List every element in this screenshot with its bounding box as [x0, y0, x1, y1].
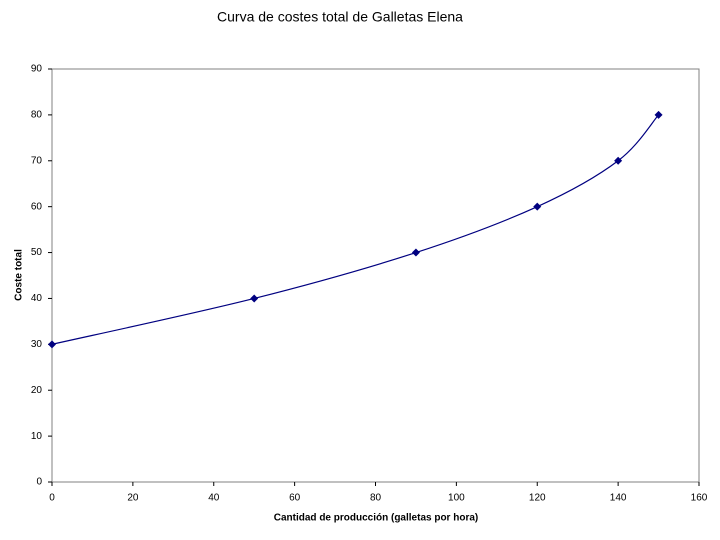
- x-tick-label: 40: [208, 493, 220, 504]
- data-point: [250, 294, 259, 303]
- x-tick-label: 140: [610, 493, 627, 504]
- data-point: [614, 156, 623, 165]
- y-tick-label: 40: [31, 293, 43, 304]
- x-tick-label: 100: [448, 493, 465, 504]
- data-point: [48, 340, 56, 349]
- y-tick-label: 50: [31, 247, 43, 258]
- y-tick-label: 80: [31, 110, 43, 121]
- y-tick-label: 90: [31, 64, 43, 75]
- data-point: [533, 202, 542, 211]
- x-tick-label: 120: [529, 493, 546, 504]
- data-point: [654, 110, 663, 119]
- x-tick-label: 0: [49, 493, 55, 504]
- y-tick-label: 20: [31, 385, 43, 396]
- data-point: [411, 248, 420, 257]
- y-axis-title: Coste total: [14, 249, 25, 301]
- x-tick-label: 160: [691, 493, 708, 504]
- y-tick-label: 70: [31, 155, 43, 166]
- y-tick-label: 60: [31, 201, 43, 212]
- y-tick-label: 10: [31, 431, 43, 442]
- y-tick-label: 0: [36, 477, 42, 488]
- y-tick-label: 30: [31, 339, 43, 350]
- x-tick-label: 60: [289, 493, 301, 504]
- x-axis-title: Cantidad de producción (galletas por hor…: [274, 513, 478, 524]
- x-tick-label: 20: [127, 493, 139, 504]
- chart-title: Curva de costes total de Galletas Elena: [217, 9, 463, 25]
- x-tick-label: 80: [370, 493, 382, 504]
